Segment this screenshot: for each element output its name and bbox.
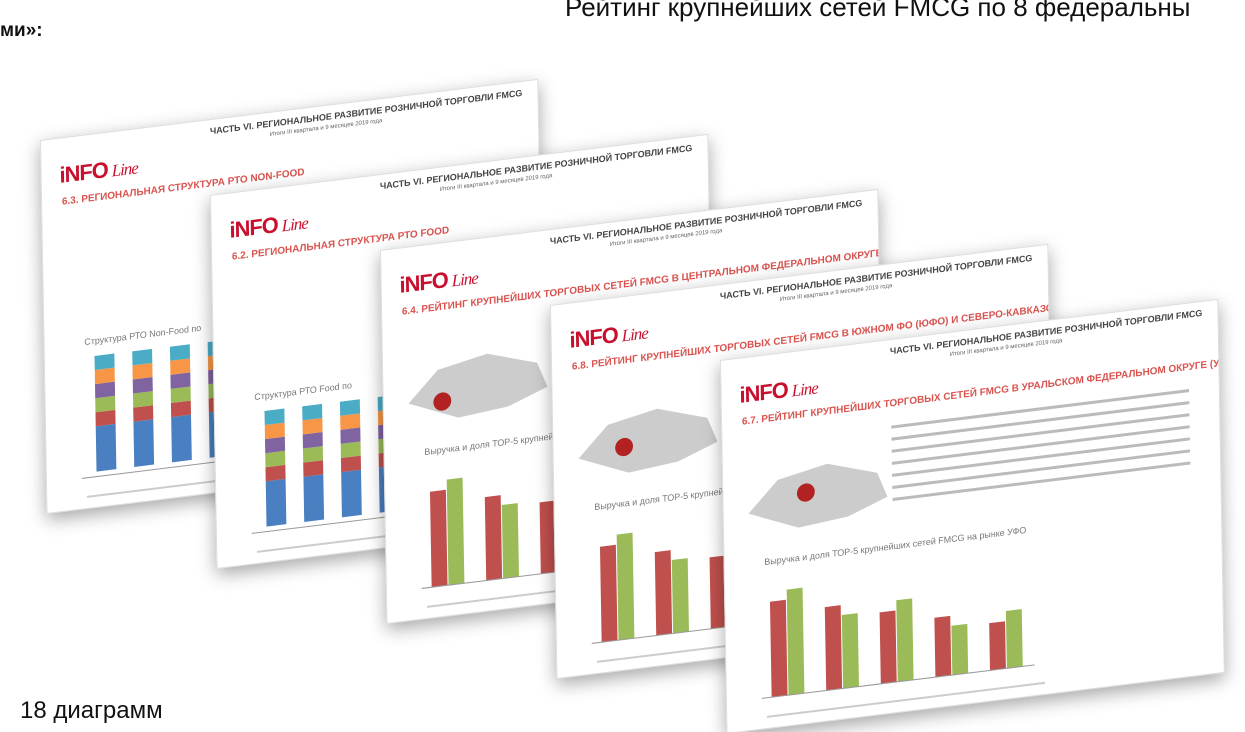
map-region — [615, 437, 634, 457]
logo: iNFO Line — [229, 211, 308, 243]
bar-segment — [95, 409, 116, 427]
bar — [671, 558, 689, 634]
logo-script: Line — [621, 323, 648, 346]
bar — [896, 598, 914, 682]
bar — [1005, 609, 1023, 669]
map — [408, 353, 548, 418]
bar-segment — [302, 446, 324, 463]
map-region — [433, 392, 452, 411]
logo-script: Line — [451, 268, 478, 291]
bar — [446, 477, 465, 586]
bar-segment — [170, 358, 191, 375]
logo: iNFO Line — [59, 156, 138, 188]
bar-segment — [133, 419, 155, 467]
slide: iNFO Line ЧАСТЬ VI. РЕГИОНАЛЬНОЕ РАЗВИТИЕ … — [720, 298, 1225, 732]
bar-segment — [170, 400, 192, 418]
bar-segment — [340, 413, 361, 430]
bar-segment — [132, 391, 154, 408]
bar-segment — [302, 432, 323, 449]
bar-segment — [169, 344, 191, 361]
bar-segment — [132, 348, 153, 366]
bar-segment — [265, 464, 286, 482]
bar-segment — [339, 399, 361, 416]
header-prefix: ми»: — [0, 20, 43, 41]
bar — [429, 489, 448, 588]
bar-segment — [132, 362, 153, 380]
bar-segment — [133, 405, 154, 422]
bar — [989, 621, 1006, 671]
bar — [769, 599, 788, 698]
bar — [841, 613, 859, 689]
bar — [599, 544, 618, 643]
map — [578, 408, 718, 473]
bar — [786, 587, 805, 696]
bar — [709, 555, 727, 629]
part-title: ЧАСТЬ VI. РЕГИОНАЛЬНОЕ РАЗВИТИЕ РОЗНИЧНО… — [209, 87, 523, 137]
bar — [539, 500, 557, 574]
logo-script: Line — [791, 378, 818, 401]
bar-segment — [264, 422, 285, 440]
bar-segment — [170, 386, 191, 404]
bar-segment — [340, 441, 361, 459]
map-shape — [408, 353, 548, 418]
bar — [484, 495, 503, 581]
bar-segment — [95, 395, 116, 413]
map — [748, 463, 888, 528]
logo: iNFO Line — [569, 321, 648, 353]
header-title: Рейтинг крупнейших сетей FMCG по 8 федер… — [565, 0, 1191, 22]
bar-segment — [303, 474, 325, 522]
bar-segment — [302, 417, 323, 435]
bar-segment — [94, 353, 115, 371]
bar-segment — [340, 455, 362, 473]
bar-segment — [265, 450, 286, 468]
logo: iNFO Line — [739, 376, 818, 408]
bar — [951, 623, 969, 676]
bar-segment — [264, 408, 285, 426]
axis — [761, 664, 1035, 699]
bar-segment — [132, 377, 153, 394]
bar — [934, 615, 952, 678]
bar-segment — [170, 372, 191, 389]
logo-script: Line — [281, 213, 308, 236]
map-shape — [578, 408, 718, 473]
chart-illustration — [761, 587, 1035, 699]
bar-segment — [265, 478, 287, 527]
bar-segment — [94, 367, 115, 385]
bar-segment — [340, 427, 361, 444]
footer-text: 18 диаграмм — [20, 697, 163, 724]
bar-segment — [303, 460, 324, 477]
bar — [879, 610, 897, 684]
logo-script: Line — [111, 158, 138, 181]
bar-segment — [302, 403, 323, 421]
bar — [654, 550, 673, 636]
map-region — [796, 483, 815, 502]
bar-segment — [264, 436, 286, 454]
map-shape — [748, 463, 888, 528]
bar-segment — [94, 381, 116, 399]
bar — [501, 503, 519, 579]
bar — [824, 605, 843, 691]
bar-segment — [341, 469, 362, 518]
logo: iNFO Line — [399, 266, 478, 298]
bar-segment — [171, 414, 192, 463]
bar — [616, 532, 635, 641]
bar-segment — [95, 423, 117, 472]
